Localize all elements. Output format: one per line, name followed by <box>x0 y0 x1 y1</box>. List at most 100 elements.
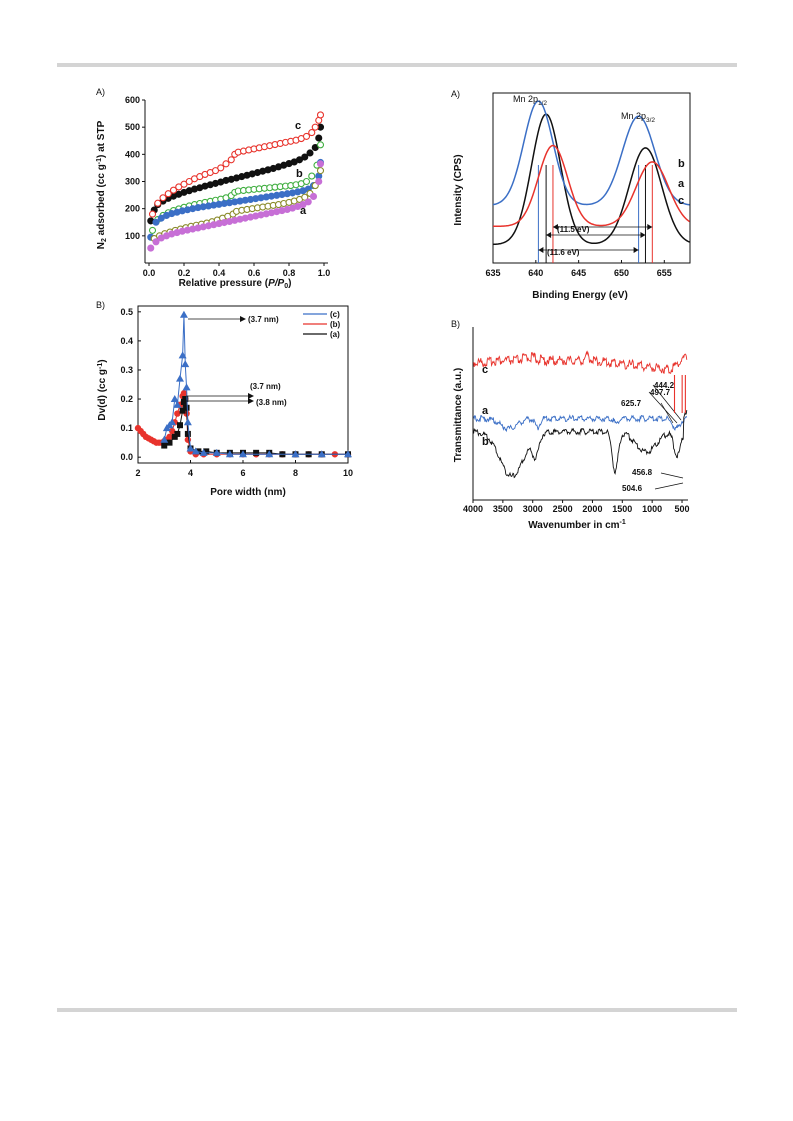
y-tick-label: 600 <box>125 95 140 105</box>
bottom-rule <box>57 1008 737 1012</box>
x-tick-label: 655 <box>657 268 672 278</box>
peak-annotation-b: (3.7 nm) <box>250 382 281 391</box>
band-arrow <box>660 402 674 424</box>
point-(a) <box>253 449 260 456</box>
x-tick-label: 645 <box>571 268 586 278</box>
arrowhead <box>248 393 254 399</box>
x-tick-label: 3000 <box>523 504 543 514</box>
point-(a) <box>179 407 186 414</box>
point-(c) <box>181 360 190 368</box>
point-(c) <box>182 383 191 391</box>
spectrum-a <box>473 414 688 433</box>
arrowhead <box>538 247 544 253</box>
point-(c) <box>186 444 195 452</box>
peak-annotation-a: (3.8 nm) <box>256 398 287 407</box>
point-a-des <box>316 167 325 175</box>
spectrum-c <box>473 350 688 374</box>
y-tick-label: 0.5 <box>120 307 133 317</box>
arrow-heads <box>240 316 254 404</box>
point-c-ads <box>301 153 309 161</box>
band-label-625: 625.7 <box>621 399 642 408</box>
point-(b) <box>180 390 188 397</box>
y-tick-label: 0.2 <box>120 394 133 404</box>
point-a-des <box>301 193 309 201</box>
x-tick-label: 1.0 <box>318 268 331 278</box>
x-tick-label: 10 <box>343 468 353 478</box>
point-b-des <box>148 226 157 234</box>
y-tick-label: 100 <box>125 231 140 241</box>
band-label-504: 504.6 <box>622 484 643 493</box>
isotherm-chart: A) 0.0 0.2 0.4 0.6 0.8 1.0100200300400500600 … <box>96 87 330 290</box>
ftir-chart: B) 4000 3500 3000 2500 2000 1500 1000 500 c a b… <box>451 319 690 531</box>
xps-chart: A) 635 640 645 650 655 Mn 2p1/2 Mn 2p3/2 b a… <box>451 89 691 301</box>
splitting-annotation-1: (11.5 eV) <box>557 225 590 234</box>
peak-label-mn2p12: Mn 2p1/2 <box>513 94 547 107</box>
point-(a) <box>174 430 181 437</box>
point-(a) <box>184 430 191 437</box>
point-a-ads <box>304 198 312 206</box>
y-axis-title: N2 adsorbed (cc g-1) at STP <box>96 120 108 249</box>
point-(c) <box>183 418 192 426</box>
y-tick-label: 0.4 <box>120 336 133 346</box>
data-marks <box>492 100 691 263</box>
x-tick-label: 2 <box>135 468 140 478</box>
point-a-ads <box>309 192 318 200</box>
point-(c) <box>173 400 182 408</box>
spectrum-c <box>493 144 691 228</box>
series-label-a: a <box>300 205 307 217</box>
x-tick-label: 8 <box>293 468 298 478</box>
point-(b) <box>168 427 176 435</box>
point-c-ads <box>315 134 323 142</box>
data-marks <box>473 350 688 490</box>
legend-label-c: (c) <box>330 310 340 319</box>
x-tick-label: 0.2 <box>178 268 191 278</box>
point-b-des <box>302 177 311 186</box>
x-axis-title: Binding Energy (eV) <box>532 290 628 301</box>
point-c-des <box>316 111 325 119</box>
point-a-ads <box>147 244 155 252</box>
y-tick-label: 300 <box>125 177 140 187</box>
point-c-des <box>217 164 225 172</box>
point-(b) <box>166 433 173 441</box>
point-a-ads <box>152 238 160 246</box>
point-c-des <box>302 132 311 140</box>
legend: (c) (b) (a) <box>303 310 341 339</box>
peak-arrows <box>186 318 248 402</box>
y-tick-label: 400 <box>125 149 140 159</box>
point-c-des <box>164 190 172 198</box>
point-c-des <box>159 194 167 202</box>
series-label-b: b <box>296 168 303 180</box>
point-(c) <box>191 447 200 455</box>
point-b-des <box>308 172 316 180</box>
panel-label: A) <box>96 87 105 97</box>
data-marks <box>134 310 352 458</box>
point-c-des <box>227 156 235 164</box>
point-(a) <box>183 404 190 411</box>
peak-label-mn2p32: Mn 2p3/2 <box>621 111 655 124</box>
x-axis-title: Wavenumber in cm-1 <box>528 519 626 531</box>
top-rule <box>57 63 737 67</box>
x-tick-label: 0.8 <box>283 268 296 278</box>
point-(c) <box>199 448 208 456</box>
panel-label: A) <box>451 89 460 99</box>
x-tick-label: 0.4 <box>213 268 226 278</box>
y-axis-title: Intensity (CPS) <box>453 154 464 225</box>
axes: 4000 3500 3000 2500 2000 1500 1000 500 <box>463 327 690 514</box>
point-(c) <box>178 351 187 359</box>
band-label-456: 456.8 <box>632 468 653 477</box>
series-label-b: b <box>678 158 685 170</box>
point-b-ads <box>152 218 160 226</box>
x-tick-label: 635 <box>485 268 500 278</box>
arrowhead <box>240 316 246 322</box>
point-a-ads <box>316 160 325 168</box>
panel-label: B) <box>451 319 460 329</box>
x-axis-title: Relative pressure (P/P0) <box>179 278 292 290</box>
point-(c) <box>344 450 352 458</box>
y-axis-title: Transmittance (a.u.) <box>453 368 464 462</box>
splitting-annotation-2: (11.6 eV) <box>547 248 580 257</box>
point-(c) <box>160 435 169 443</box>
point-c-des <box>311 123 319 131</box>
point-(b) <box>174 410 181 417</box>
axes: 0.0 0.2 0.4 0.6 0.8 1.0 100 200 300 400 500 600 <box>125 95 330 278</box>
y-tick-label: 500 <box>125 122 140 132</box>
